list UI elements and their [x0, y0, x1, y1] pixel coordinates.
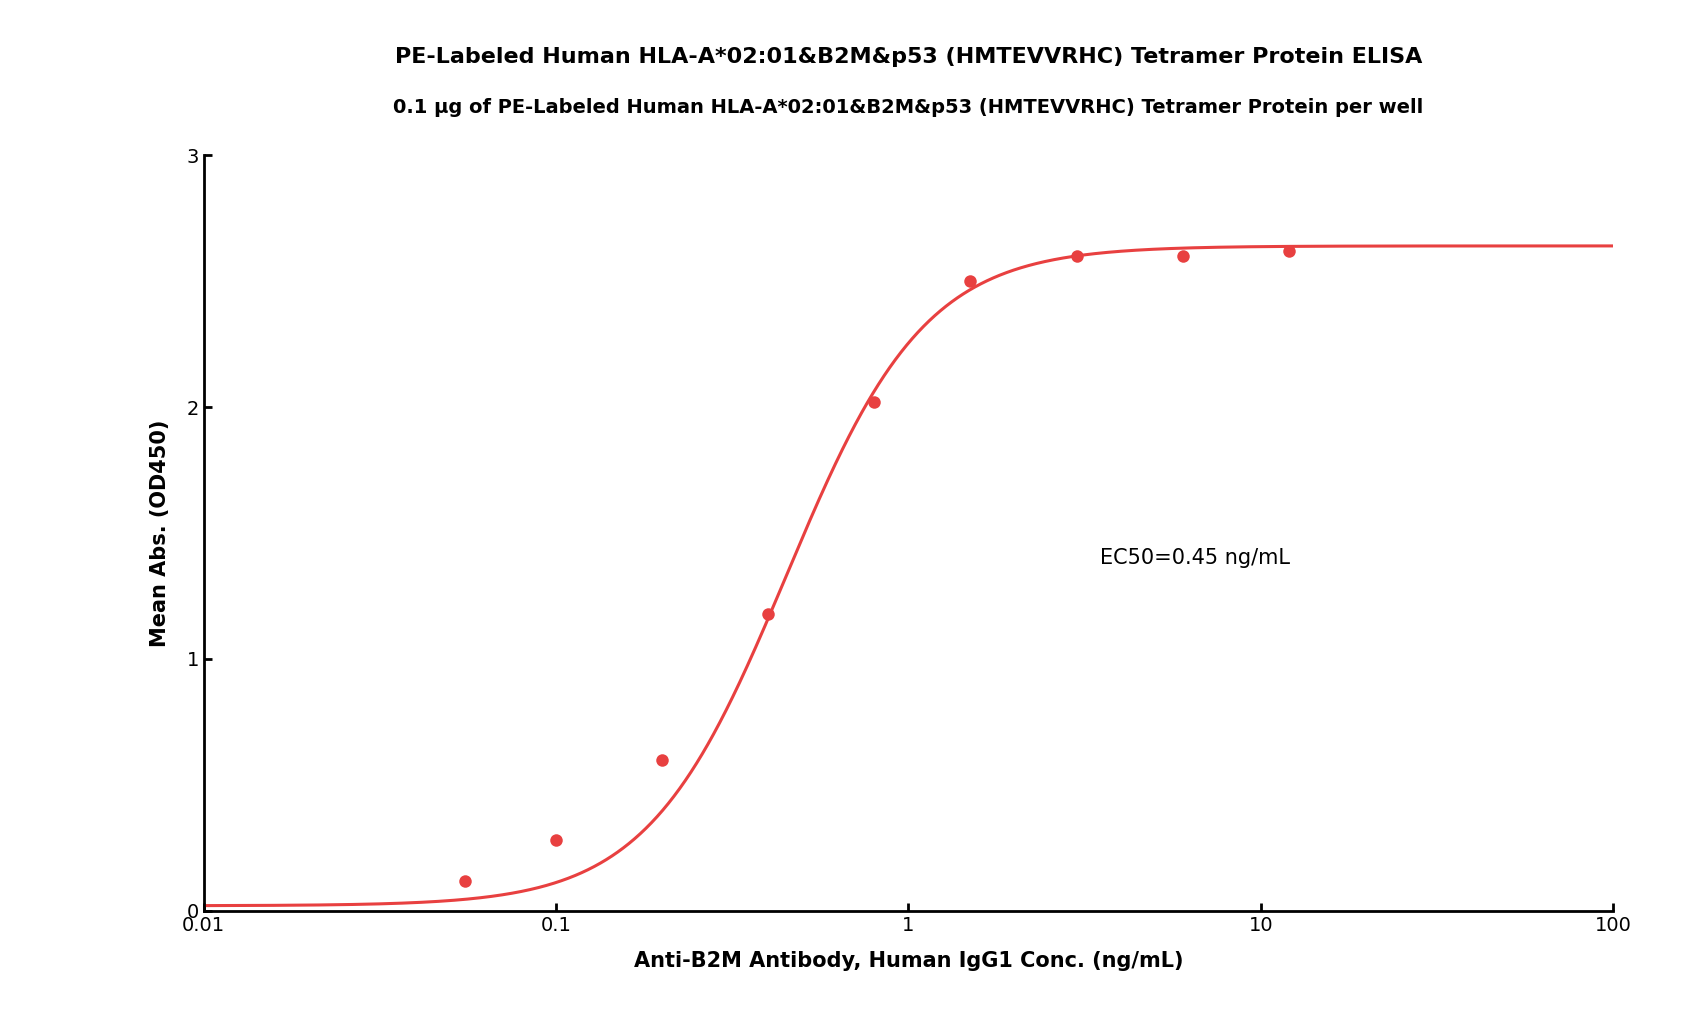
Text: PE-Labeled Human HLA-A*02:01&B2M&p53 (HMTEVVRHC) Tetramer Protein ELISA: PE-Labeled Human HLA-A*02:01&B2M&p53 (HM… [394, 47, 1423, 66]
X-axis label: Anti-B2M Antibody, Human IgG1 Conc. (ng/mL): Anti-B2M Antibody, Human IgG1 Conc. (ng/… [633, 951, 1184, 971]
Y-axis label: Mean Abs. (OD450): Mean Abs. (OD450) [149, 419, 170, 647]
Text: EC50=0.45 ng/mL: EC50=0.45 ng/mL [1100, 549, 1290, 568]
Text: 0.1 μg of PE-Labeled Human HLA-A*02:01&B2M&p53 (HMTEVVRHC) Tetramer Protein per : 0.1 μg of PE-Labeled Human HLA-A*02:01&B… [394, 98, 1423, 117]
